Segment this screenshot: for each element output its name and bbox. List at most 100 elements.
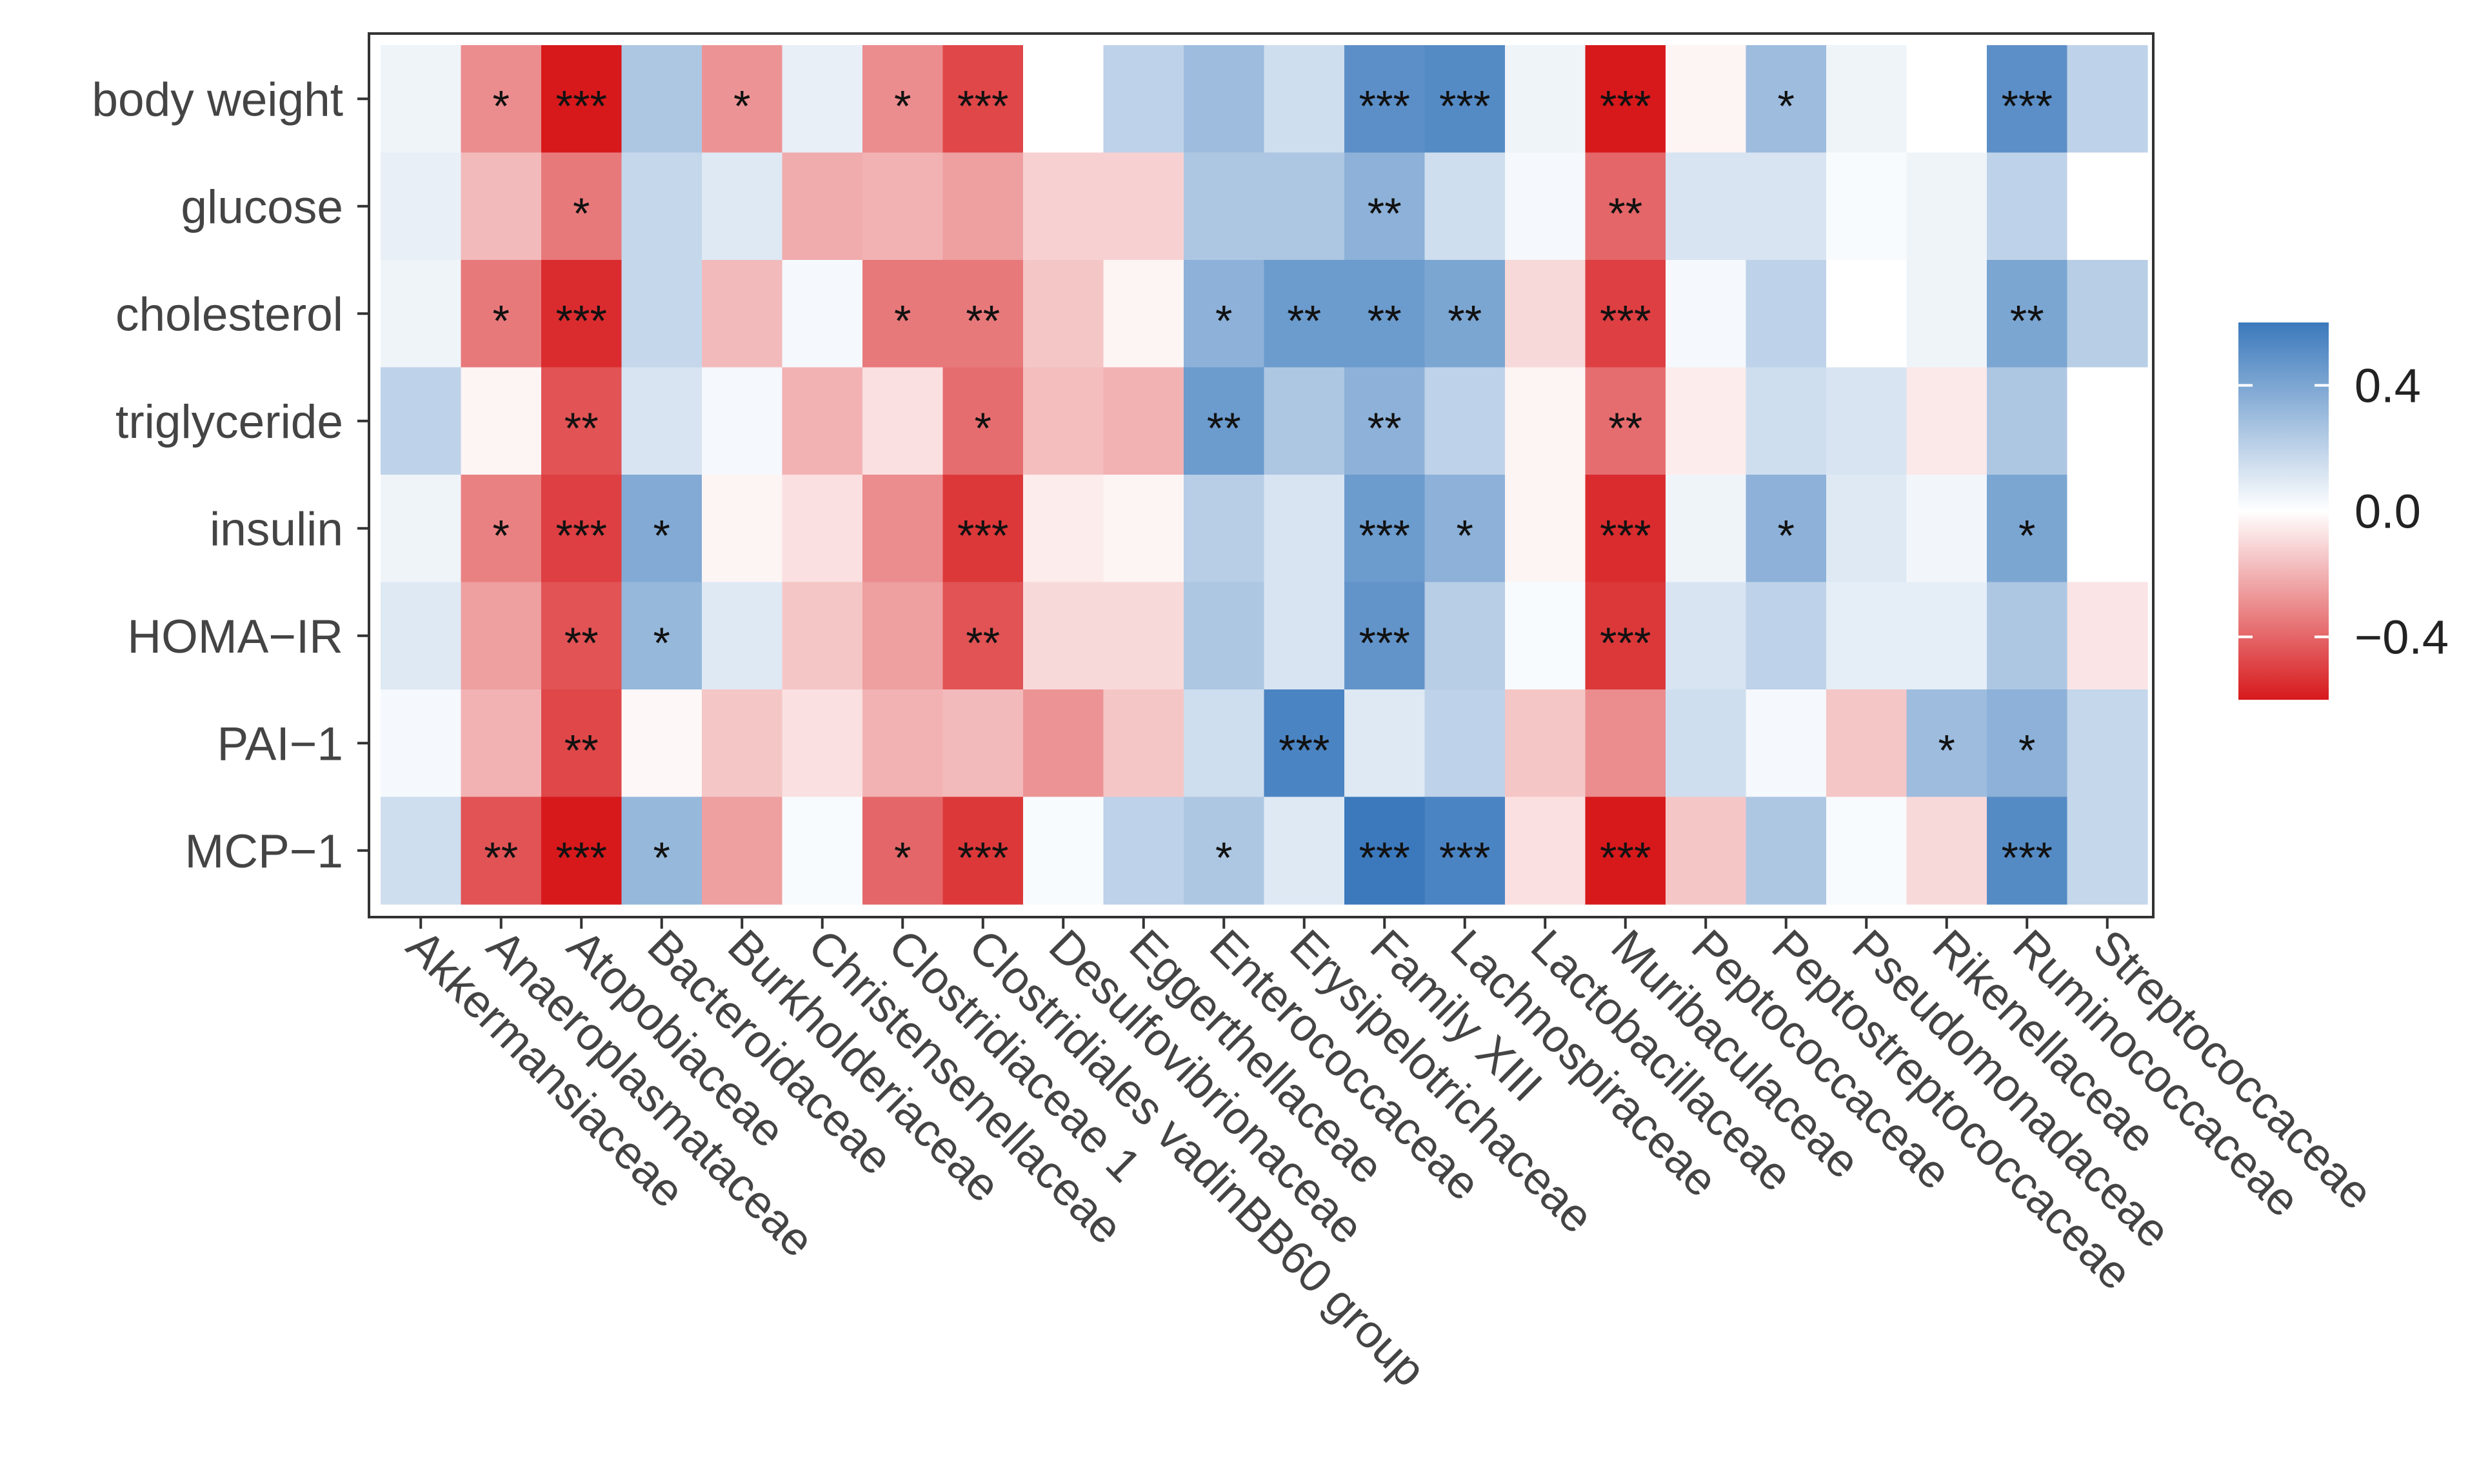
heatmap-cell (1987, 689, 2068, 798)
heatmap-cell (1906, 796, 1987, 905)
heatmap-cell (1184, 152, 1265, 261)
heatmap-cell (1264, 582, 1345, 690)
y-tick-label-pai-1: PAI−1 (217, 718, 343, 770)
significance-label: * (1938, 726, 1955, 775)
heatmap-cell (782, 796, 863, 905)
heatmap-cell (1746, 367, 1827, 475)
heatmap-cell (1023, 475, 1104, 583)
heatmap-cell (381, 689, 462, 798)
significance-label: *** (556, 511, 607, 560)
heatmap-cell (1746, 152, 1827, 261)
heatmap-cell (541, 45, 622, 153)
heatmap-cell (1424, 152, 1506, 261)
heatmap-cell (1103, 45, 1184, 153)
heatmap-cell (862, 796, 944, 905)
heatmap-cell (1424, 260, 1506, 368)
significance-label: * (1215, 833, 1232, 882)
heatmap-cell (1987, 796, 2068, 905)
heatmap-cell (461, 152, 542, 261)
heatmap-cell (1746, 689, 1827, 798)
heatmap-cell (1585, 796, 1666, 905)
significance-label: ** (1207, 404, 1241, 453)
heatmap-cell (1184, 45, 1265, 153)
heatmap-cell (461, 45, 542, 153)
heatmap-cell (782, 152, 863, 261)
heatmap-cell (1666, 45, 1747, 153)
heatmap-cell (1023, 152, 1104, 261)
significance-label: * (653, 511, 670, 560)
significance-label: * (573, 189, 590, 238)
y-tick-label-glucose: glucose (181, 181, 343, 233)
y-tick-label-homa-ir: HOMA−IR (127, 611, 343, 663)
heatmap-cell (862, 582, 944, 690)
heatmap-cell (1906, 582, 1987, 690)
heatmap-cell (1826, 152, 1907, 261)
y-tick-label-triglyceride: triglyceride (115, 396, 343, 448)
heatmap-cell (1987, 582, 2068, 690)
legend-tick-label: 0.4 (2355, 359, 2421, 413)
heatmap-cell (381, 475, 462, 583)
heatmap-cell (541, 796, 622, 905)
heatmap-cell (1344, 152, 1426, 261)
heatmap-cell (1264, 689, 1345, 798)
heatmap-cell (541, 367, 622, 475)
significance-label: *** (957, 833, 1008, 882)
heatmap-cell (541, 475, 622, 583)
significance-label: ** (1368, 404, 1402, 453)
heatmap-cell (1344, 475, 1426, 583)
heatmap-cell (782, 45, 863, 153)
significance-label: *** (1359, 618, 1410, 668)
heatmap-cell (541, 689, 622, 798)
significance-label: *** (2002, 833, 2053, 882)
panel-border (368, 32, 2155, 918)
heatmap-cell (621, 796, 702, 905)
significance-label: ** (484, 833, 518, 882)
heatmap-cell (702, 689, 783, 798)
heatmap-cell (1746, 475, 1827, 583)
heatmap-cell (1023, 45, 1104, 153)
heatmap-cell (1264, 367, 1345, 475)
heatmap-cell (702, 152, 783, 261)
heatmap-cell (702, 45, 783, 153)
heatmap-cell (1184, 582, 1265, 690)
heatmap-cell (1585, 582, 1666, 690)
significance-label: * (2018, 726, 2035, 775)
heatmap-cell (1826, 260, 1907, 368)
heatmap-cell (1987, 475, 2068, 583)
heatmap-cell (541, 152, 622, 261)
heatmap-cell (1987, 152, 2068, 261)
heatmap-cell (942, 475, 1024, 583)
heatmap-cell (1023, 260, 1104, 368)
heatmap-cell (621, 689, 702, 798)
heatmap-cell (461, 260, 542, 368)
heatmap-cell (1424, 582, 1506, 690)
heatmap-cell (1505, 796, 1586, 905)
significance-label: ** (1368, 296, 1402, 345)
significance-label: *** (1600, 81, 1651, 130)
heatmap-cell (1906, 45, 1987, 153)
y-tick-label-mcp-1: MCP−1 (185, 826, 343, 878)
heatmap-cell (461, 367, 542, 475)
y-tick-label-insulin: insulin (210, 503, 343, 555)
significance-label: * (2018, 511, 2035, 560)
significance-label: *** (957, 81, 1008, 130)
heatmap-cell (1987, 260, 2068, 368)
heatmap-cell (1746, 45, 1827, 153)
heatmap-cell (1666, 260, 1747, 368)
heatmap-cell (1344, 45, 1426, 153)
heatmap-cell (862, 689, 944, 798)
significance-label: ** (1608, 404, 1642, 453)
significance-label: * (653, 833, 670, 882)
heatmap-cell (461, 475, 542, 583)
significance-label: *** (2002, 81, 2053, 130)
significance-label: *** (1359, 833, 1410, 882)
heatmap-cell (381, 367, 462, 475)
heatmap-cell (1585, 475, 1666, 583)
significance-label: ** (1448, 296, 1482, 345)
heatmap-cell (2067, 796, 2148, 905)
heatmap-cell (782, 475, 863, 583)
heatmap-cell (862, 45, 944, 153)
heatmap-cell (2067, 582, 2148, 690)
significance-label: *** (556, 296, 607, 345)
y-axis: body weight glucose cholesterol triglycerid… (92, 74, 369, 878)
